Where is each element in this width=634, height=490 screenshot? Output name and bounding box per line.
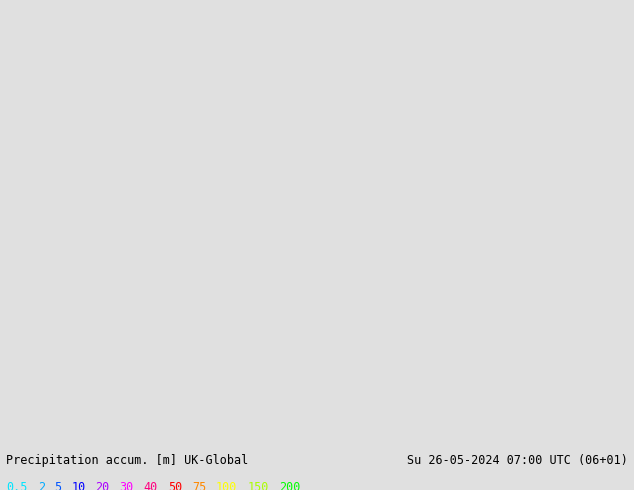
Text: Su 26-05-2024 07:00 UTC (06+01): Su 26-05-2024 07:00 UTC (06+01) xyxy=(407,454,628,467)
Text: 2: 2 xyxy=(38,481,45,490)
Text: 200: 200 xyxy=(278,481,300,490)
Text: 10: 10 xyxy=(71,481,86,490)
Text: 100: 100 xyxy=(216,481,237,490)
Text: 20: 20 xyxy=(95,481,110,490)
Text: 5: 5 xyxy=(55,481,61,490)
Text: 75: 75 xyxy=(191,481,206,490)
Text: 0.5: 0.5 xyxy=(6,481,28,490)
Text: 150: 150 xyxy=(247,481,269,490)
Text: 50: 50 xyxy=(167,481,182,490)
Text: 30: 30 xyxy=(119,481,134,490)
Text: Precipitation accum. [m] UK-Global: Precipitation accum. [m] UK-Global xyxy=(6,454,249,467)
Text: 40: 40 xyxy=(143,481,158,490)
